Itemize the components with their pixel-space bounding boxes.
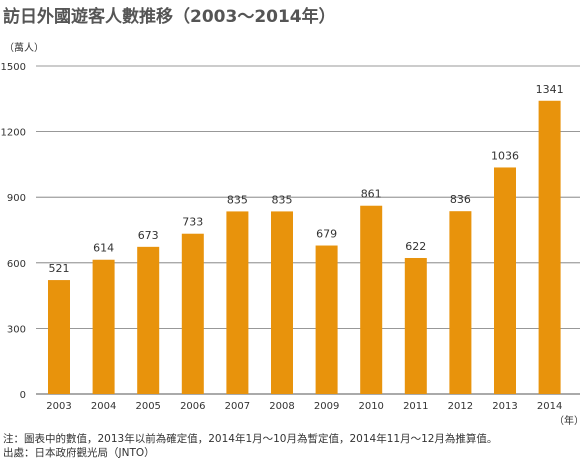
gridlines (36, 65, 580, 395)
bar-chart: 0 300 600 900 1200 1500 521 614 673 733 835 835 679… (1, 41, 584, 427)
x-tick-label: 2003 (46, 401, 71, 412)
x-tick-label: 2004 (91, 401, 116, 412)
data-label: 622 (405, 240, 426, 253)
x-tick-label: 2012 (448, 401, 473, 412)
bar-2013 (494, 167, 516, 394)
bar-2009 (315, 245, 338, 394)
y-tick-label: 600 (7, 259, 26, 270)
bar-2007 (226, 211, 249, 394)
data-label: 835 (227, 193, 248, 206)
bar-2011 (404, 257, 427, 394)
y-tick-label: 1200 (1, 128, 26, 139)
data-label: 614 (93, 242, 114, 255)
bar-2004 (92, 259, 115, 394)
bar-2010 (360, 205, 383, 394)
data-label: 836 (450, 193, 471, 206)
footnote-note: 注：圖表中的數值，2013年以前為確定值，2014年1月～10月為暫定值，201… (3, 433, 498, 445)
y-tick-label: 1500 (1, 62, 26, 73)
x-axis-unit-label: （年） (554, 414, 584, 427)
bar-2006 (181, 233, 204, 394)
footnote-source: 出處：日本政府觀光局（JNTO） (3, 447, 155, 459)
bar-2005 (137, 246, 160, 394)
bar-2014 (538, 100, 561, 394)
y-tick-label: 0 (20, 390, 26, 401)
x-tick-label: 2005 (135, 401, 160, 412)
y-axis-ticks: 0 300 600 900 1200 1500 (1, 62, 26, 401)
data-labels: 521 614 673 733 835 835 679 861 622 836 1036 1341 (49, 83, 564, 275)
bar-2003 (48, 280, 70, 394)
data-label: 679 (316, 228, 337, 241)
x-tick-label: 2009 (314, 401, 339, 412)
x-axis-ticks: 2003 2004 2005 2006 2007 2008 2009 2010 2011 2012… (46, 401, 562, 412)
bars (48, 100, 561, 394)
data-label: 521 (49, 262, 70, 275)
y-tick-label: 300 (7, 324, 26, 335)
x-tick-label: 2007 (225, 401, 250, 412)
data-label: 1341 (536, 83, 564, 96)
x-tick-label: 2014 (537, 401, 562, 412)
x-tick-label: 2013 (492, 401, 517, 412)
chart-title: 訪日外國遊客人數推移（2003～2014年） (3, 7, 336, 27)
x-tick-label: 2010 (358, 401, 383, 412)
bar-2012 (449, 211, 472, 394)
data-label: 673 (138, 229, 159, 242)
x-tick-label: 2008 (269, 401, 294, 412)
data-label: 861 (361, 188, 382, 201)
data-label: 1036 (491, 149, 519, 162)
y-tick-label: 900 (7, 193, 26, 204)
x-tick-label: 2006 (180, 401, 205, 412)
bar-2008 (271, 211, 293, 394)
data-label: 835 (272, 193, 293, 206)
data-label: 733 (182, 216, 203, 229)
y-axis-unit-label: （萬人） (4, 41, 44, 54)
x-tick-label: 2011 (403, 401, 428, 412)
